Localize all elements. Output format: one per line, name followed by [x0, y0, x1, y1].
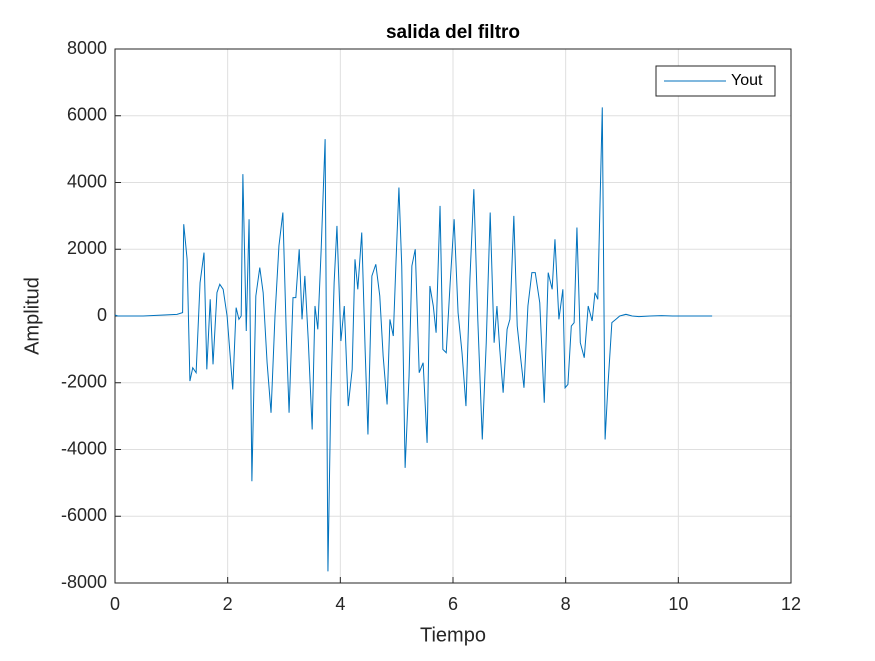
- chart-title: salida del filtro: [386, 22, 520, 43]
- y-tick-label: 2000: [67, 238, 107, 258]
- y-tick-label: -2000: [61, 372, 107, 392]
- axes-box: [114, 48, 792, 584]
- y-tick-label: -6000: [61, 505, 107, 525]
- x-tick-label: 4: [335, 594, 345, 614]
- y-tick-label: -4000: [61, 438, 107, 458]
- y-tick-label: 0: [97, 305, 107, 325]
- legend-label: Yout: [731, 72, 763, 89]
- data-line: [114, 107, 713, 572]
- y-axis-label: Amplitud: [21, 277, 43, 355]
- y-tick-label: 8000: [67, 38, 107, 58]
- y-tick-label: 6000: [67, 105, 107, 125]
- x-tick-label: 8: [561, 594, 571, 614]
- y-tick-label: -8000: [61, 572, 107, 592]
- x-tick-label: 12: [781, 594, 801, 614]
- y-tick-label: 4000: [67, 171, 107, 191]
- x-tick-label: 6: [448, 594, 458, 614]
- x-axis-label: Tiempo: [420, 624, 486, 646]
- x-tick-label: 0: [110, 594, 120, 614]
- x-tick-label: 10: [668, 594, 688, 614]
- x-tick-label: 2: [223, 594, 233, 614]
